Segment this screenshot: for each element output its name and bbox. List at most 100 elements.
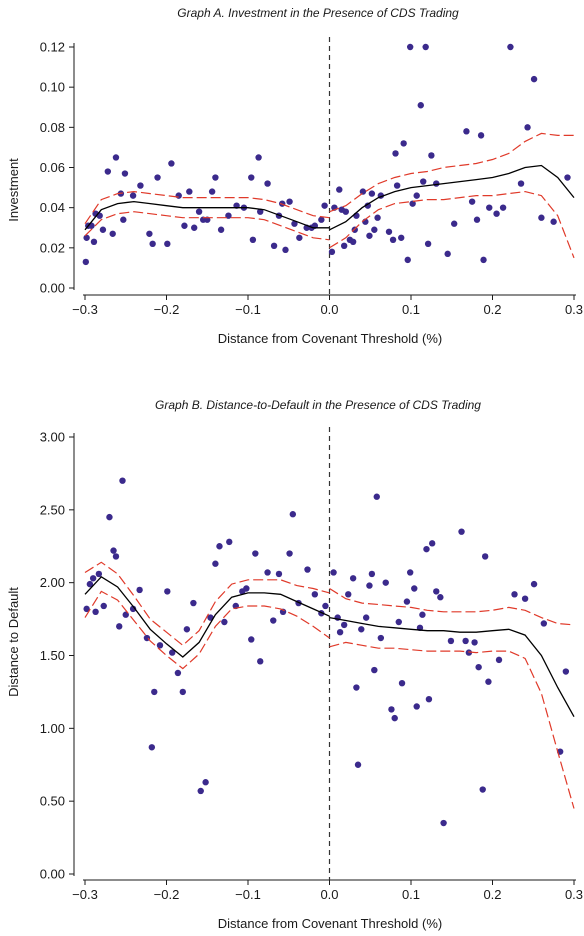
data-point bbox=[366, 582, 373, 589]
data-point bbox=[473, 216, 481, 223]
data-point bbox=[392, 150, 399, 157]
data-point bbox=[106, 513, 113, 521]
data-point bbox=[311, 591, 319, 598]
data-point bbox=[433, 180, 440, 187]
data-point bbox=[129, 192, 137, 199]
data-point bbox=[359, 188, 367, 195]
data-point bbox=[190, 599, 197, 607]
data-point bbox=[296, 234, 303, 241]
data-point bbox=[377, 634, 385, 642]
data-point bbox=[291, 220, 298, 227]
data-point bbox=[423, 545, 430, 553]
y-axis-label: Investment bbox=[6, 158, 21, 222]
y-tick-label: 0.00 bbox=[40, 867, 65, 882]
ci-lower-left-line bbox=[84, 590, 330, 670]
data-point bbox=[289, 511, 297, 518]
data-point bbox=[374, 214, 381, 221]
data-point bbox=[322, 602, 329, 610]
ci-upper-left-line bbox=[84, 561, 330, 647]
data-point bbox=[174, 669, 182, 677]
data-point bbox=[406, 569, 414, 576]
data-point bbox=[353, 212, 360, 219]
data-point bbox=[465, 649, 473, 656]
chart-title: Graph B. Distance-to-Default in the Pres… bbox=[155, 398, 481, 412]
data-point bbox=[468, 198, 476, 205]
y-tick-label: 0.12 bbox=[40, 40, 65, 55]
data-point bbox=[530, 580, 538, 588]
y-tick-label: 0.00 bbox=[40, 281, 65, 296]
data-point bbox=[417, 102, 424, 109]
chart-investment: Graph A. Investment in the Presence of C… bbox=[6, 6, 583, 346]
data-point bbox=[371, 666, 378, 674]
data-point bbox=[197, 787, 204, 795]
data-point bbox=[382, 579, 389, 586]
data-point bbox=[373, 493, 380, 500]
data-point bbox=[286, 198, 293, 205]
y-axis-label: Distance to Default bbox=[6, 587, 21, 697]
data-point bbox=[398, 234, 405, 241]
data-point bbox=[440, 819, 447, 827]
data-point bbox=[282, 246, 289, 254]
ci-lower-right-line bbox=[329, 190, 575, 259]
data-point bbox=[530, 75, 538, 83]
data-point bbox=[495, 656, 503, 664]
data-point bbox=[104, 168, 112, 175]
data-point bbox=[156, 642, 164, 649]
data-point bbox=[353, 684, 360, 691]
data-point bbox=[477, 132, 485, 139]
data-point bbox=[120, 216, 127, 223]
data-point bbox=[413, 703, 420, 710]
data-point bbox=[191, 224, 198, 231]
data-point bbox=[146, 230, 153, 237]
data-point bbox=[368, 190, 376, 197]
data-point bbox=[409, 200, 416, 207]
data-point bbox=[538, 214, 545, 221]
ci-upper-right-line bbox=[329, 132, 574, 213]
data-point bbox=[481, 553, 489, 560]
data-point bbox=[270, 617, 277, 624]
data-point bbox=[444, 250, 451, 258]
x-tick-label: 0.0 bbox=[320, 887, 338, 902]
data-point bbox=[286, 550, 293, 557]
data-point bbox=[358, 626, 365, 633]
data-point bbox=[186, 188, 193, 195]
data-point bbox=[248, 174, 255, 181]
data-point bbox=[181, 222, 188, 229]
data-point bbox=[475, 663, 482, 671]
data-point bbox=[458, 528, 465, 535]
data-point bbox=[208, 188, 216, 195]
x-tick-label: 0.1 bbox=[402, 302, 420, 317]
data-point bbox=[90, 238, 98, 246]
ci-upper-right-line bbox=[329, 587, 575, 626]
data-point bbox=[168, 160, 175, 167]
data-point bbox=[413, 192, 420, 199]
data-point bbox=[83, 605, 90, 613]
data-point bbox=[340, 621, 348, 629]
data-point bbox=[249, 236, 257, 243]
data-point bbox=[92, 608, 99, 615]
data-point bbox=[137, 182, 144, 189]
data-point bbox=[82, 258, 90, 266]
data-point bbox=[564, 174, 571, 181]
data-point bbox=[540, 620, 548, 627]
data-point bbox=[330, 569, 337, 576]
data-point bbox=[257, 208, 264, 215]
data-point bbox=[149, 240, 156, 248]
data-point bbox=[364, 202, 372, 209]
data-point bbox=[264, 180, 271, 187]
data-point bbox=[398, 679, 406, 687]
data-point bbox=[485, 678, 492, 685]
fit-right-line bbox=[329, 164, 575, 231]
data-point bbox=[366, 232, 373, 239]
y-tick-label: 3.00 bbox=[40, 430, 65, 445]
data-point bbox=[354, 761, 362, 768]
data-point bbox=[202, 779, 209, 786]
data-point bbox=[225, 212, 232, 219]
y-tick-label: 1.00 bbox=[40, 721, 65, 736]
chart-title: Graph A. Investment in the Presence of C… bbox=[177, 6, 459, 20]
x-tick-label: −0.3 bbox=[72, 302, 98, 317]
data-point bbox=[255, 154, 262, 161]
data-point bbox=[179, 688, 186, 696]
data-point bbox=[212, 174, 219, 181]
data-point bbox=[175, 192, 182, 199]
